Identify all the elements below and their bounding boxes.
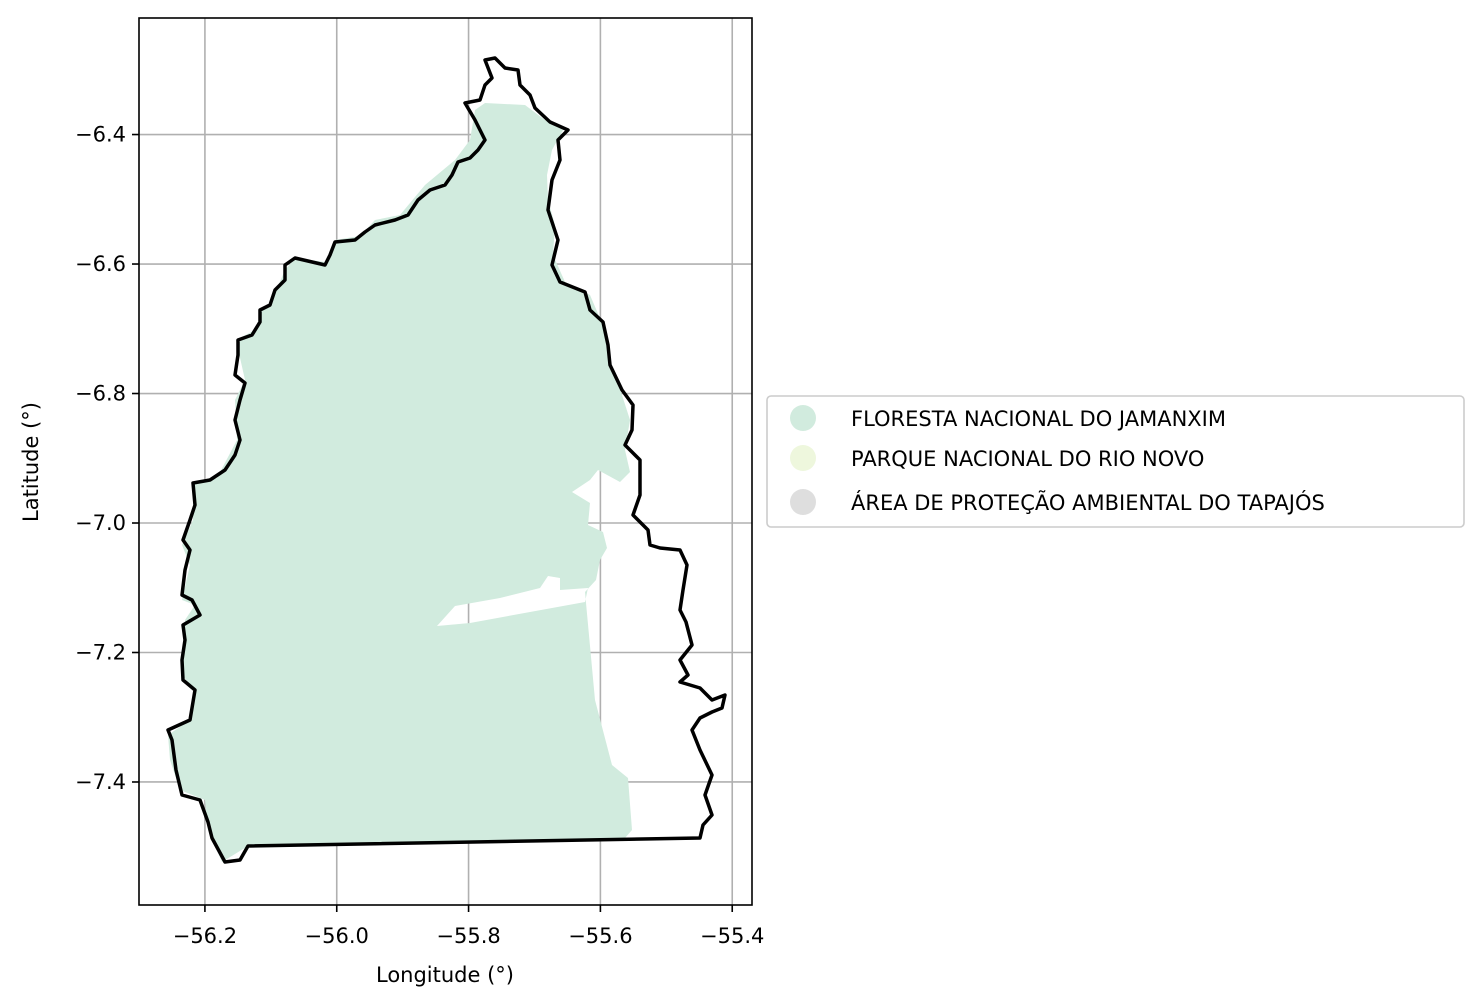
x-tick-label: −56.0 xyxy=(305,924,369,948)
legend-label: PARQUE NACIONAL DO RIO NOVO xyxy=(851,447,1204,471)
y-axis-ticks: −6.4 −6.6 −6.8 −7.0 −7.2 −7.4 xyxy=(75,123,139,794)
legend-marker xyxy=(790,405,816,431)
legend-marker xyxy=(790,445,816,471)
legend-entry: ÁREA DE PROTEÇÃO AMBIENTAL DO TAPAJÓS xyxy=(790,489,1325,515)
y-tick-label: −6.8 xyxy=(75,382,126,406)
legend-items: FLORESTA NACIONAL DO JAMANXIM PARQUE NACI… xyxy=(790,405,1325,515)
legend: FLORESTA NACIONAL DO JAMANXIM PARQUE NACI… xyxy=(766,395,1465,528)
study-area-boundary xyxy=(166,56,727,864)
legend-box xyxy=(766,395,1465,528)
x-tick-label: −55.6 xyxy=(568,924,632,948)
protected-areas xyxy=(166,56,727,864)
y-tick-label: −7.4 xyxy=(75,770,126,794)
y-axis-title: Latitude (°) xyxy=(19,402,43,522)
x-tick-label: −56.2 xyxy=(173,924,237,948)
plot-frame xyxy=(138,17,753,906)
x-axis-ticks: −56.2 −56.0 −55.8 −55.6 −55.4 xyxy=(173,905,764,948)
x-tick-label: −55.8 xyxy=(436,924,500,948)
y-tick-label: −7.0 xyxy=(75,511,126,535)
x-axis-title: Longitude (°) xyxy=(376,963,514,987)
legend-label: ÁREA DE PROTEÇÃO AMBIENTAL DO TAPAJÓS xyxy=(851,489,1325,515)
legend-entry: FLORESTA NACIONAL DO JAMANXIM xyxy=(790,405,1226,431)
y-tick-label: −7.2 xyxy=(75,640,126,664)
y-tick-label: −6.4 xyxy=(75,123,126,147)
legend-label: FLORESTA NACIONAL DO JAMANXIM xyxy=(851,407,1226,431)
legend-marker xyxy=(790,489,816,515)
legend-entry: PARQUE NACIONAL DO RIO NOVO xyxy=(790,445,1204,471)
floresta-nacional-do-jamanxim-region xyxy=(168,103,632,862)
y-tick-label: −6.6 xyxy=(75,252,126,276)
x-tick-label: −55.4 xyxy=(700,924,764,948)
